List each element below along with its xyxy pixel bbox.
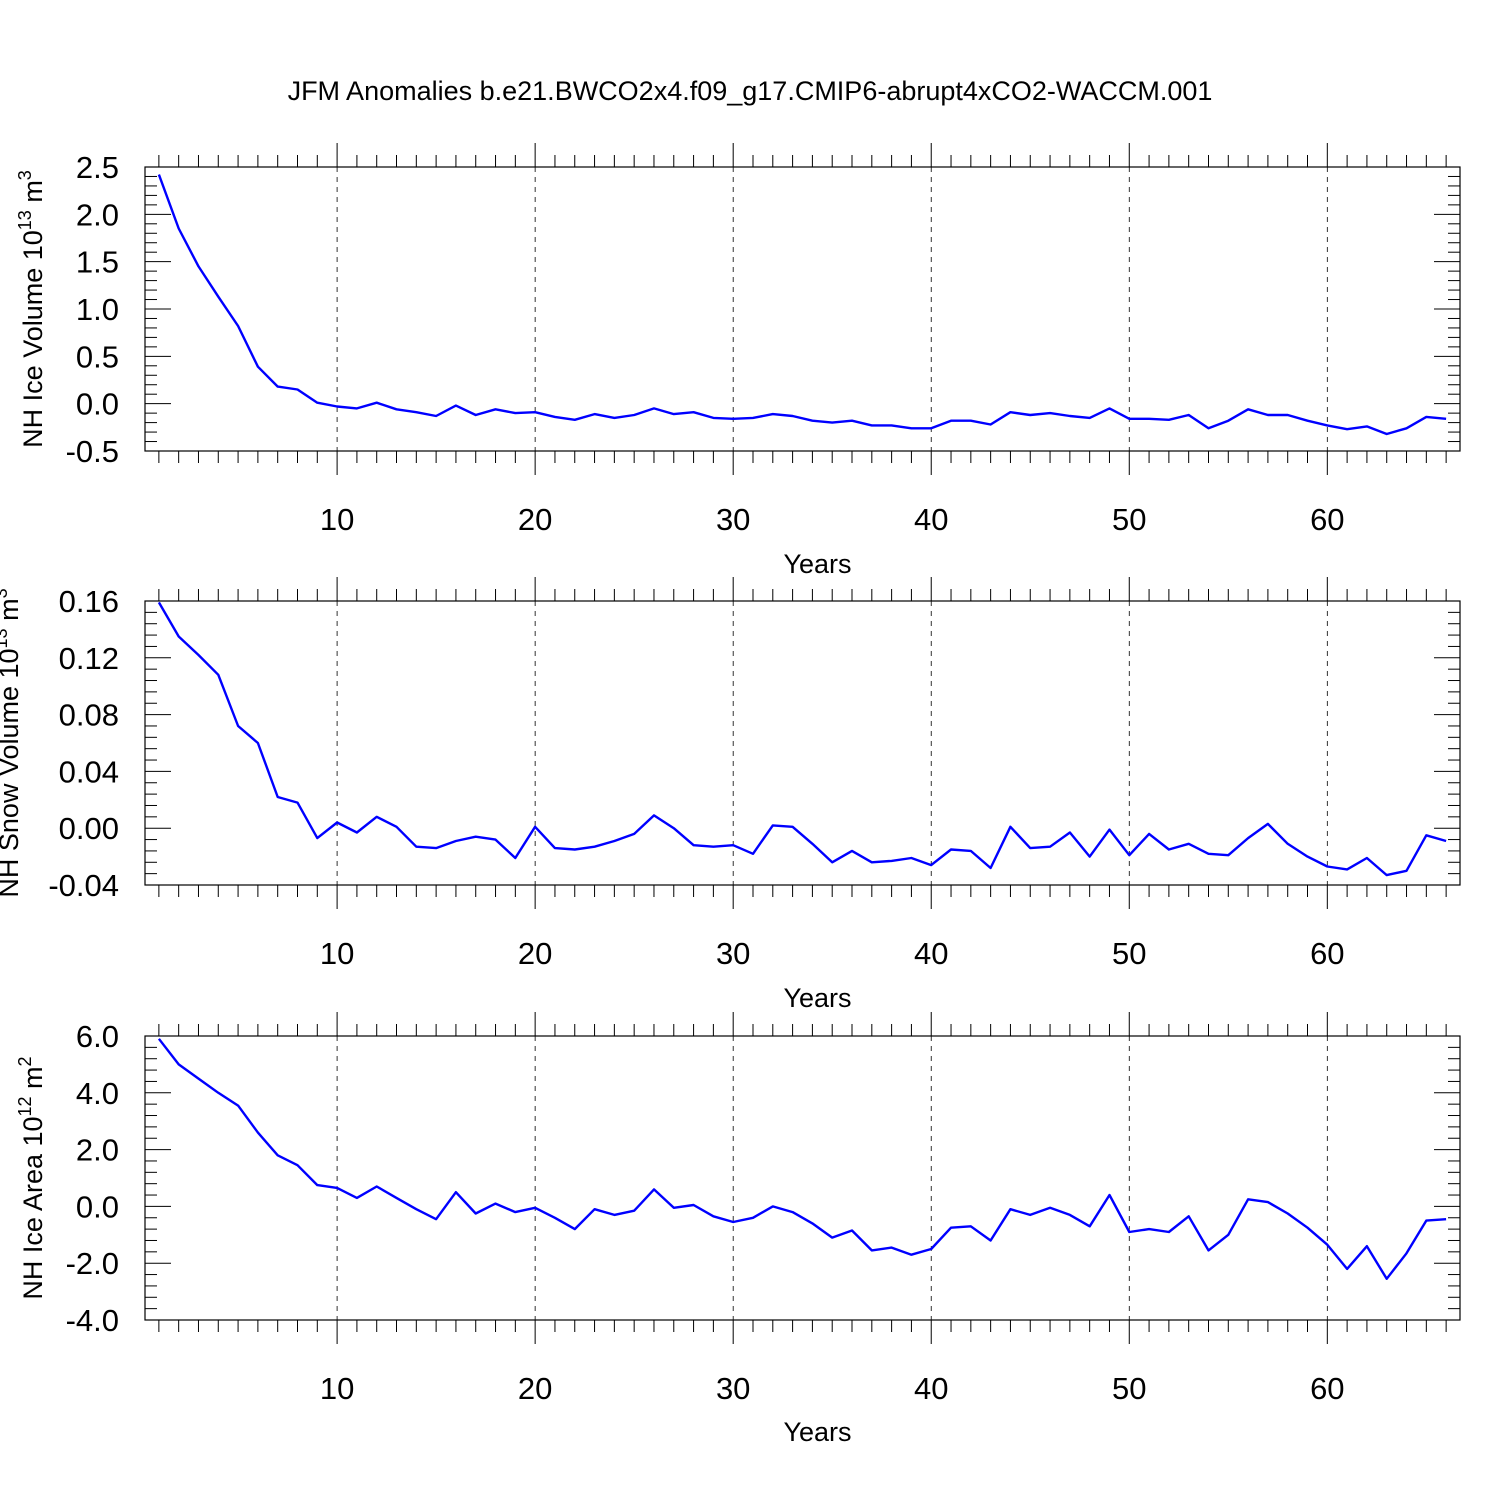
chart-panel-2: 10 20 30 40 50 60 0.16 0.12 0.08 0.04 0.00 -0.04 Yea… [0,577,1461,1013]
series-line [157,174,1447,436]
x-tick-label: 30 [716,502,750,537]
y-tick-label: 0.00 [59,811,119,846]
x-axis-label: Years [783,1417,851,1447]
x-tick-label: 20 [518,936,552,971]
y-tick-label: 0.08 [59,698,119,733]
y-axis-label: NH Ice Volume 1013 m3 [15,170,48,448]
y-tick-label: 0.5 [76,339,119,374]
y-tick-label: 0.16 [59,584,119,619]
figure-title: JFM Anomalies b.e21.BWCO2x4.f09_g17.CMIP… [287,76,1213,106]
x-tick-label: 40 [914,502,948,537]
y-tick-label: 2.0 [76,197,119,232]
x-tick-label: 40 [914,1371,948,1406]
x-tick-label: 60 [1310,1371,1344,1406]
x-tick-label: 50 [1112,1371,1146,1406]
x-tick-label: 50 [1112,936,1146,971]
x-axis-label: Years [783,549,851,579]
y-tick-label: 4.0 [76,1076,119,1111]
y-tick-label: 2.0 [76,1133,119,1168]
x-tick-label: 20 [518,502,552,537]
chart-panel-1: 10 20 30 40 50 60 2.5 2.0 1.5 1.0 0.5 0.0 -0.5 Years N… [15,143,1461,579]
x-tick-label: 10 [320,502,354,537]
y-tick-label: 0.0 [76,387,119,422]
series-line [157,1038,1447,1281]
y-tick-label: 2.5 [76,150,119,185]
x-axis-label: Years [783,983,851,1013]
y-tick-label: 0.04 [59,754,119,789]
y-tick-label: 1.0 [76,292,119,327]
y-tick-label: 0.0 [76,1189,119,1224]
y-axis-label: NH Snow Volume 1013 m3 [0,588,24,897]
x-tick-label: 60 [1310,936,1344,971]
y-axis-label: NH Ice Area 1012 m2 [15,1056,48,1299]
plot-frame [144,600,1461,886]
x-tick-label: 60 [1310,502,1344,537]
x-tick-label: 30 [716,1371,750,1406]
plot-frame [144,166,1461,452]
x-tick-label: 10 [320,1371,354,1406]
y-tick-label: 6.0 [76,1019,119,1054]
x-tick-label: 10 [320,936,354,971]
y-tick-label: 1.5 [76,245,119,280]
plot-frame [144,1035,1461,1321]
x-tick-label: 50 [1112,502,1146,537]
x-tick-label: 20 [518,1371,552,1406]
x-tick-label: 40 [914,936,948,971]
series-line [157,601,1447,877]
y-tick-label: -0.04 [48,868,119,903]
y-tick-label: -4.0 [66,1303,119,1338]
y-tick-label: -2.0 [66,1246,119,1281]
chart-panel-3: 10 20 30 40 50 60 6.0 4.0 2.0 0.0 -2.0 -4.0 Years NH … [15,1012,1461,1447]
x-tick-label: 30 [716,936,750,971]
y-tick-label: 0.12 [59,641,119,676]
y-tick-label: -0.5 [66,434,119,469]
